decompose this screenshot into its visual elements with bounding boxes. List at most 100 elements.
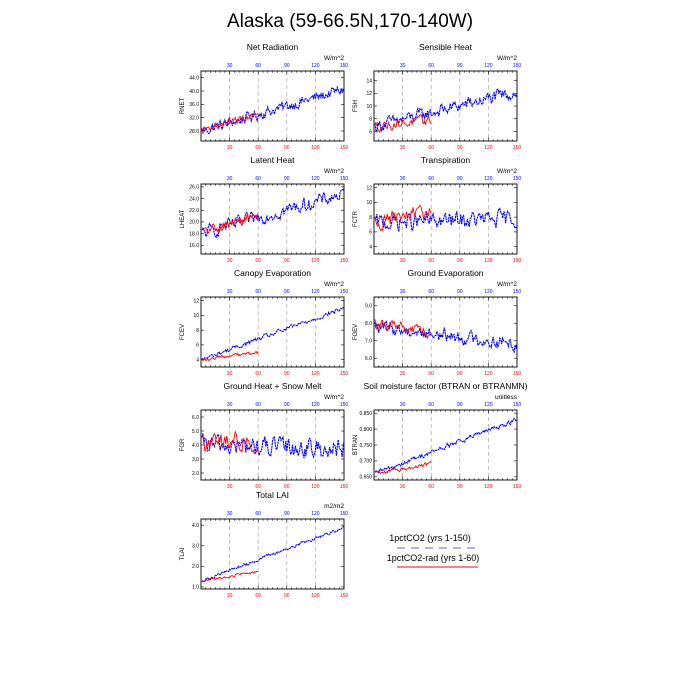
y-tick-label: 18.0 xyxy=(189,231,199,237)
panel-title: Soil moisture factor (BTRAN or BTRANMN) xyxy=(364,381,528,391)
panel-units: W/m^2 xyxy=(324,281,344,288)
top-tick-label: 90 xyxy=(284,289,290,295)
top-tick-label: 90 xyxy=(284,63,290,69)
bottom-tick-label: 150 xyxy=(340,371,349,377)
top-tick-label: 90 xyxy=(457,176,463,182)
panel-units: W/m^2 xyxy=(324,55,344,62)
y-tick-label: 26.0 xyxy=(189,185,199,191)
panel-fcev: Canopy Evaporation W/m^2 30 60 90 120 150 30 60 9… xyxy=(180,268,348,377)
series-1pctco2-rad-line xyxy=(201,212,259,234)
y-tick-label: 2.0 xyxy=(192,471,199,477)
y-tick-label: 28.0 xyxy=(189,129,199,135)
series-1pctco2-rad-line xyxy=(374,319,432,340)
series-1pctco2-rad-line xyxy=(374,204,432,232)
y-axis-label: FCEV xyxy=(180,324,186,340)
series-1pctco2-line xyxy=(201,187,345,239)
y-tick-label: 6 xyxy=(369,129,372,135)
y-tick-label: 5.0 xyxy=(192,429,199,435)
bottom-tick-label: 150 xyxy=(340,258,349,264)
y-tick-label: 22.0 xyxy=(189,208,199,214)
top-tick-label: 60 xyxy=(255,63,261,69)
bottom-tick-label: 150 xyxy=(513,258,522,264)
top-tick-label: 120 xyxy=(311,402,320,408)
top-tick-label: 30 xyxy=(227,176,233,182)
top-tick-label: 30 xyxy=(227,63,233,69)
bottom-tick-label: 90 xyxy=(457,371,463,377)
y-tick-label: 14 xyxy=(366,78,372,84)
top-tick-label: 150 xyxy=(513,289,522,295)
y-tick-label: 6 xyxy=(369,230,372,236)
bottom-tick-label: 120 xyxy=(311,258,320,264)
bottom-tick-label: 30 xyxy=(400,145,406,151)
bottom-tick-label: 150 xyxy=(340,145,349,151)
series-1pctco2-line xyxy=(201,432,345,459)
panel-units: m2/m2 xyxy=(324,503,344,510)
bottom-tick-label: 120 xyxy=(484,258,493,264)
y-tick-label: 40.0 xyxy=(189,89,199,95)
panel-units: W/m^2 xyxy=(497,55,517,62)
bottom-tick-label: 30 xyxy=(400,371,406,377)
y-axis-label: FGR xyxy=(180,438,186,451)
top-tick-label: 90 xyxy=(284,511,290,517)
y-tick-label: 4 xyxy=(196,357,199,363)
top-tick-label: 90 xyxy=(457,63,463,69)
y-tick-label: 1.0 xyxy=(192,585,199,591)
y-tick-label: 16.0 xyxy=(189,243,199,249)
top-tick-label: 30 xyxy=(400,176,406,182)
bottom-tick-label: 150 xyxy=(340,484,349,490)
plot-frame xyxy=(373,70,518,142)
panel-title: Net Radiation xyxy=(247,42,299,52)
y-tick-label: 8 xyxy=(369,215,372,221)
y-axis-label: FSH xyxy=(353,100,359,112)
y-axis-label: FGEV xyxy=(353,324,359,340)
y-tick-label: 2.0 xyxy=(192,564,199,570)
panel-lheat: Latent Heat W/m^2 30 60 90 120 150 30 60 90 120 150… xyxy=(180,155,348,264)
top-tick-label: 30 xyxy=(227,289,233,295)
panel-title: Transpiration xyxy=(421,155,471,165)
top-tick-label: 90 xyxy=(457,289,463,295)
bottom-tick-label: 60 xyxy=(255,593,261,599)
bottom-tick-label: 120 xyxy=(311,371,320,377)
y-tick-label: 12 xyxy=(366,185,372,191)
series-1pctco2-line xyxy=(374,417,518,474)
y-tick-label: 4 xyxy=(369,244,372,250)
bottom-tick-label: 90 xyxy=(457,145,463,151)
y-tick-label: 32.0 xyxy=(189,115,199,121)
bottom-tick-label: 90 xyxy=(284,145,290,151)
y-axis-label: RNET xyxy=(180,98,186,115)
top-tick-label: 120 xyxy=(311,176,320,182)
top-tick-label: 30 xyxy=(227,402,233,408)
panel-units: W/m^2 xyxy=(497,281,517,288)
panel-title: Total LAI xyxy=(256,490,289,500)
bottom-tick-label: 150 xyxy=(340,593,349,599)
bottom-tick-label: 30 xyxy=(400,484,406,490)
top-tick-label: 60 xyxy=(428,176,434,182)
top-tick-label: 60 xyxy=(255,289,261,295)
y-tick-label: 0.800 xyxy=(359,427,372,433)
bottom-tick-label: 60 xyxy=(428,258,434,264)
top-tick-label: 60 xyxy=(428,402,434,408)
panel-fsh: Sensible Heat W/m^2 30 60 90 120 150 30 60 90 120 1… xyxy=(353,42,521,151)
bottom-tick-label: 30 xyxy=(227,484,233,490)
top-tick-label: 30 xyxy=(400,402,406,408)
bottom-tick-label: 90 xyxy=(284,484,290,490)
legend-label-1pctco2-rad: 1pctCO2-rad (yrs 1-60) xyxy=(387,553,480,563)
y-tick-label: 4.0 xyxy=(192,523,199,529)
series-1pctco2-rad-line xyxy=(201,112,259,132)
top-tick-label: 120 xyxy=(311,511,320,517)
top-tick-label: 120 xyxy=(311,63,320,69)
bottom-tick-label: 120 xyxy=(311,593,320,599)
y-tick-label: 7.0 xyxy=(365,339,372,345)
series-1pctco2-line xyxy=(201,526,344,583)
y-tick-label: 10 xyxy=(366,104,372,110)
series-1pctco2-rad-line xyxy=(201,570,259,583)
bottom-tick-label: 150 xyxy=(513,484,522,490)
y-axis-label: BTRAN xyxy=(353,435,359,455)
bottom-tick-label: 120 xyxy=(311,145,320,151)
panel-btran: Soil moisture factor (BTRAN or BTRANMN) u… xyxy=(353,381,528,490)
panel-units: W/m^2 xyxy=(324,394,344,401)
y-tick-label: 3.0 xyxy=(192,457,199,463)
top-tick-label: 150 xyxy=(340,511,349,517)
